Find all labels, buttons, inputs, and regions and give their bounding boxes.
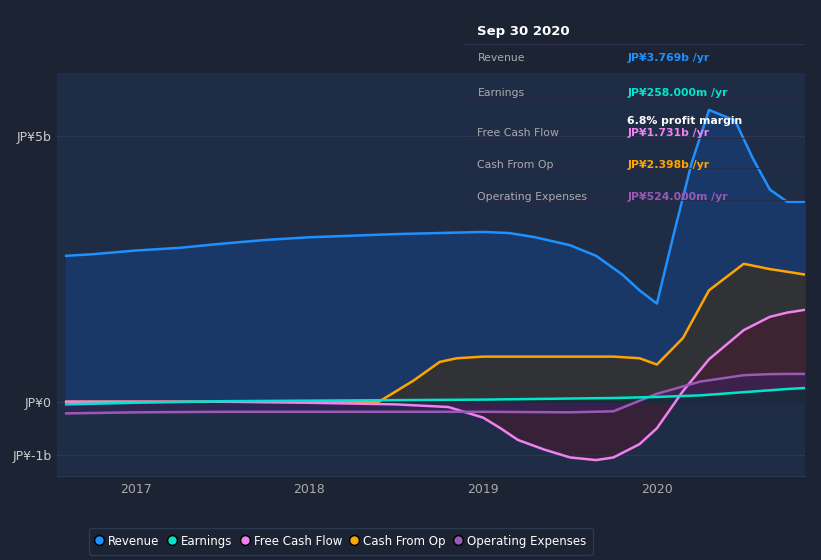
- Text: JP¥258.000m /yr: JP¥258.000m /yr: [627, 88, 728, 99]
- Text: JP¥3.769b /yr: JP¥3.769b /yr: [627, 53, 709, 63]
- Text: JP¥1.731b /yr: JP¥1.731b /yr: [627, 128, 709, 138]
- Text: 6.8% profit margin: 6.8% profit margin: [627, 116, 743, 126]
- Text: Cash From Op: Cash From Op: [478, 160, 554, 170]
- Text: JP¥2.398b /yr: JP¥2.398b /yr: [627, 160, 709, 170]
- Text: Free Cash Flow: Free Cash Flow: [478, 128, 559, 138]
- Text: Sep 30 2020: Sep 30 2020: [478, 25, 570, 38]
- Text: JP¥524.000m /yr: JP¥524.000m /yr: [627, 192, 728, 202]
- Text: Operating Expenses: Operating Expenses: [478, 192, 588, 202]
- Legend: Revenue, Earnings, Free Cash Flow, Cash From Op, Operating Expenses: Revenue, Earnings, Free Cash Flow, Cash …: [89, 528, 594, 555]
- Text: Revenue: Revenue: [478, 53, 525, 63]
- Text: Earnings: Earnings: [478, 88, 525, 99]
